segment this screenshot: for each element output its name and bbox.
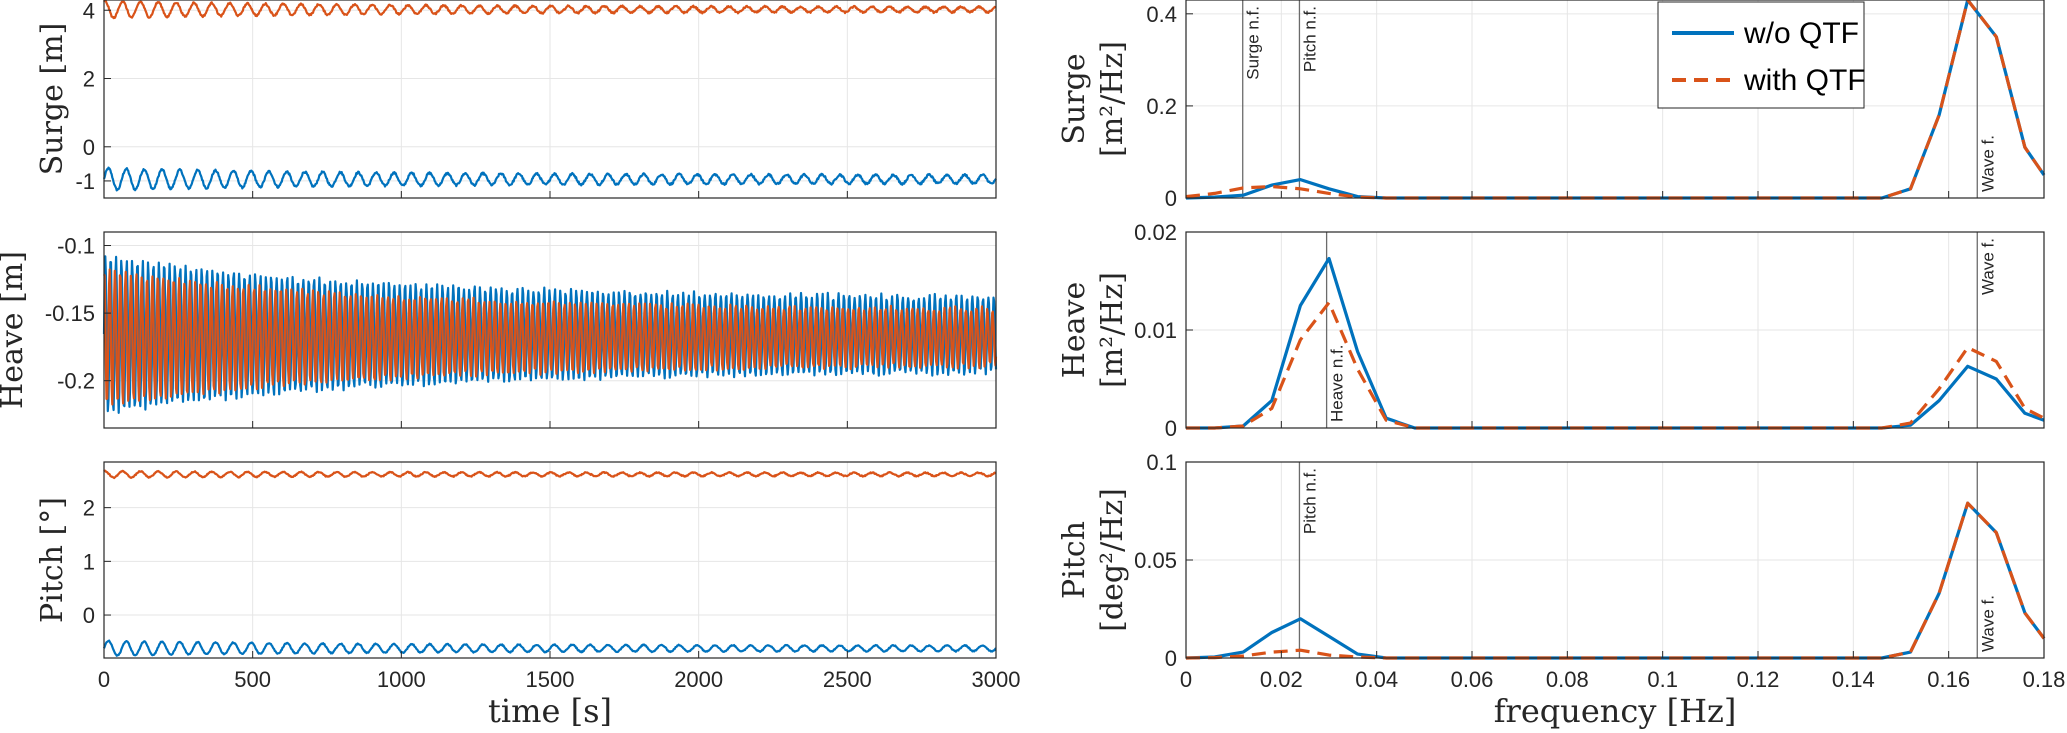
pitch-time-panel: 0 500 1000 1500 2000 2500 3000 0 1 2 Pitch [°] ti…	[35, 461, 1021, 730]
y-tick-label: 4	[83, 0, 95, 23]
frequency-marker-label: Wave f.	[1978, 238, 1997, 295]
x-tick-label: 2000	[674, 667, 723, 692]
y-axis-label-line2: [m²/Hz]	[1095, 41, 1130, 157]
y-axis-label: Surge [m]	[35, 23, 70, 176]
y-tick-label: 0.1	[1146, 450, 1177, 475]
legend: w/o QTF with QTF	[1657, 1, 1866, 109]
y-axis-label: Heave [m]	[0, 251, 30, 409]
frequency-marker-label: Wave f.	[1978, 595, 1997, 652]
surge-psd-panel: Surge n.f. Pitch n.f. Wave f. 0 0.2 0.4 Surg…	[1057, 0, 2046, 211]
x-tick-label: 0.1	[1647, 667, 1678, 692]
x-tick-label: 0.12	[1737, 667, 1780, 692]
y-tick-label: 2	[83, 67, 95, 92]
series-line-with-qtf	[103, 469, 997, 480]
x-tick-label: 0.14	[1832, 667, 1875, 692]
x-tick-label: 0.02	[1260, 667, 1303, 692]
legend-box	[1657, 1, 1865, 109]
y-tick-label: 0.4	[1146, 2, 1177, 27]
y-tick-label: 0	[83, 135, 95, 160]
plot-frame	[1185, 0, 2045, 199]
y-tick-label: 2	[83, 496, 95, 521]
x-tick-label: 0.06	[1451, 667, 1494, 692]
y-axis-label-line2: [deg²/Hz]	[1095, 488, 1130, 632]
frequency-marker-label: Pitch n.f.	[1300, 6, 1319, 72]
x-tick-label: 0.16	[1927, 667, 1970, 692]
x-axis-label: frequency [Hz]	[1494, 692, 1737, 730]
frequency-marker-label: Heave n.f.	[1328, 345, 1347, 423]
y-axis-label-line2: [m²/Hz]	[1095, 272, 1130, 388]
y-tick-label: 0.02	[1134, 220, 1177, 245]
series-line-wo-qtf	[102, 166, 997, 192]
x-tick-label: 2500	[823, 667, 872, 692]
y-axis-label-line1: Heave	[1057, 282, 1092, 379]
series-line-with-qtf	[103, 268, 998, 406]
series-line-with-qtf	[103, 0, 997, 20]
x-axis-label: time [s]	[488, 692, 612, 730]
frequency-marker-label: Pitch n.f.	[1300, 468, 1319, 534]
y-axis-label-line1: Pitch	[1057, 521, 1092, 599]
series-line-wo-qtf	[102, 255, 998, 414]
heave-time-panel: -0.2 -0.15 -0.1 Heave [m]	[0, 231, 998, 429]
y-tick-label: 0.01	[1134, 318, 1177, 343]
y-tick-label: 0	[1165, 416, 1177, 441]
x-tick-label: 0.04	[1355, 667, 1398, 692]
x-tick-label: 500	[234, 667, 271, 692]
plot-area	[1186, 0, 2044, 198]
frequency-marker-label: Surge n.f.	[1244, 6, 1263, 80]
x-tick-label: 1500	[526, 667, 575, 692]
y-tick-label: 0.05	[1134, 548, 1177, 573]
y-tick-label: 1	[83, 549, 95, 574]
y-tick-label: 0	[1165, 186, 1177, 211]
y-tick-label: -0.15	[45, 301, 95, 326]
y-tick-label: -0.2	[57, 369, 95, 394]
y-tick-label: -0.1	[57, 234, 95, 259]
surge-time-panel: -1 0 2 4 Surge [m]	[35, 0, 997, 199]
x-tick-label: 0.18	[2023, 667, 2066, 692]
frequency-marker-label: Wave f.	[1978, 135, 1997, 192]
x-tick-label: 0	[1180, 667, 1192, 692]
legend-label-with-qtf: with QTF	[1743, 64, 1866, 97]
x-tick-label: 0.08	[1546, 667, 1589, 692]
x-tick-label: 0	[98, 667, 110, 692]
series-line-wo-qtf	[102, 639, 997, 657]
y-tick-label: -1	[75, 169, 95, 194]
legend-label-wo-qtf: w/o QTF	[1743, 17, 1859, 50]
y-tick-label: 0	[83, 603, 95, 628]
x-tick-label: 3000	[972, 667, 1021, 692]
y-tick-label: 0.2	[1146, 94, 1177, 119]
x-tick-label: 1000	[377, 667, 426, 692]
y-axis-label: Pitch [°]	[35, 497, 70, 623]
heave-psd-panel: Heave n.f. Wave f. 0 0.01 0.02 Heave [m²/Hz…	[1057, 220, 2045, 441]
y-tick-label: 0	[1165, 646, 1177, 671]
pitch-psd-panel: Pitch n.f. Wave f. 0 0.02 0.04 0.06 0.08 0.1 0.…	[1057, 450, 2065, 730]
y-axis-label-line1: Surge	[1057, 53, 1092, 144]
